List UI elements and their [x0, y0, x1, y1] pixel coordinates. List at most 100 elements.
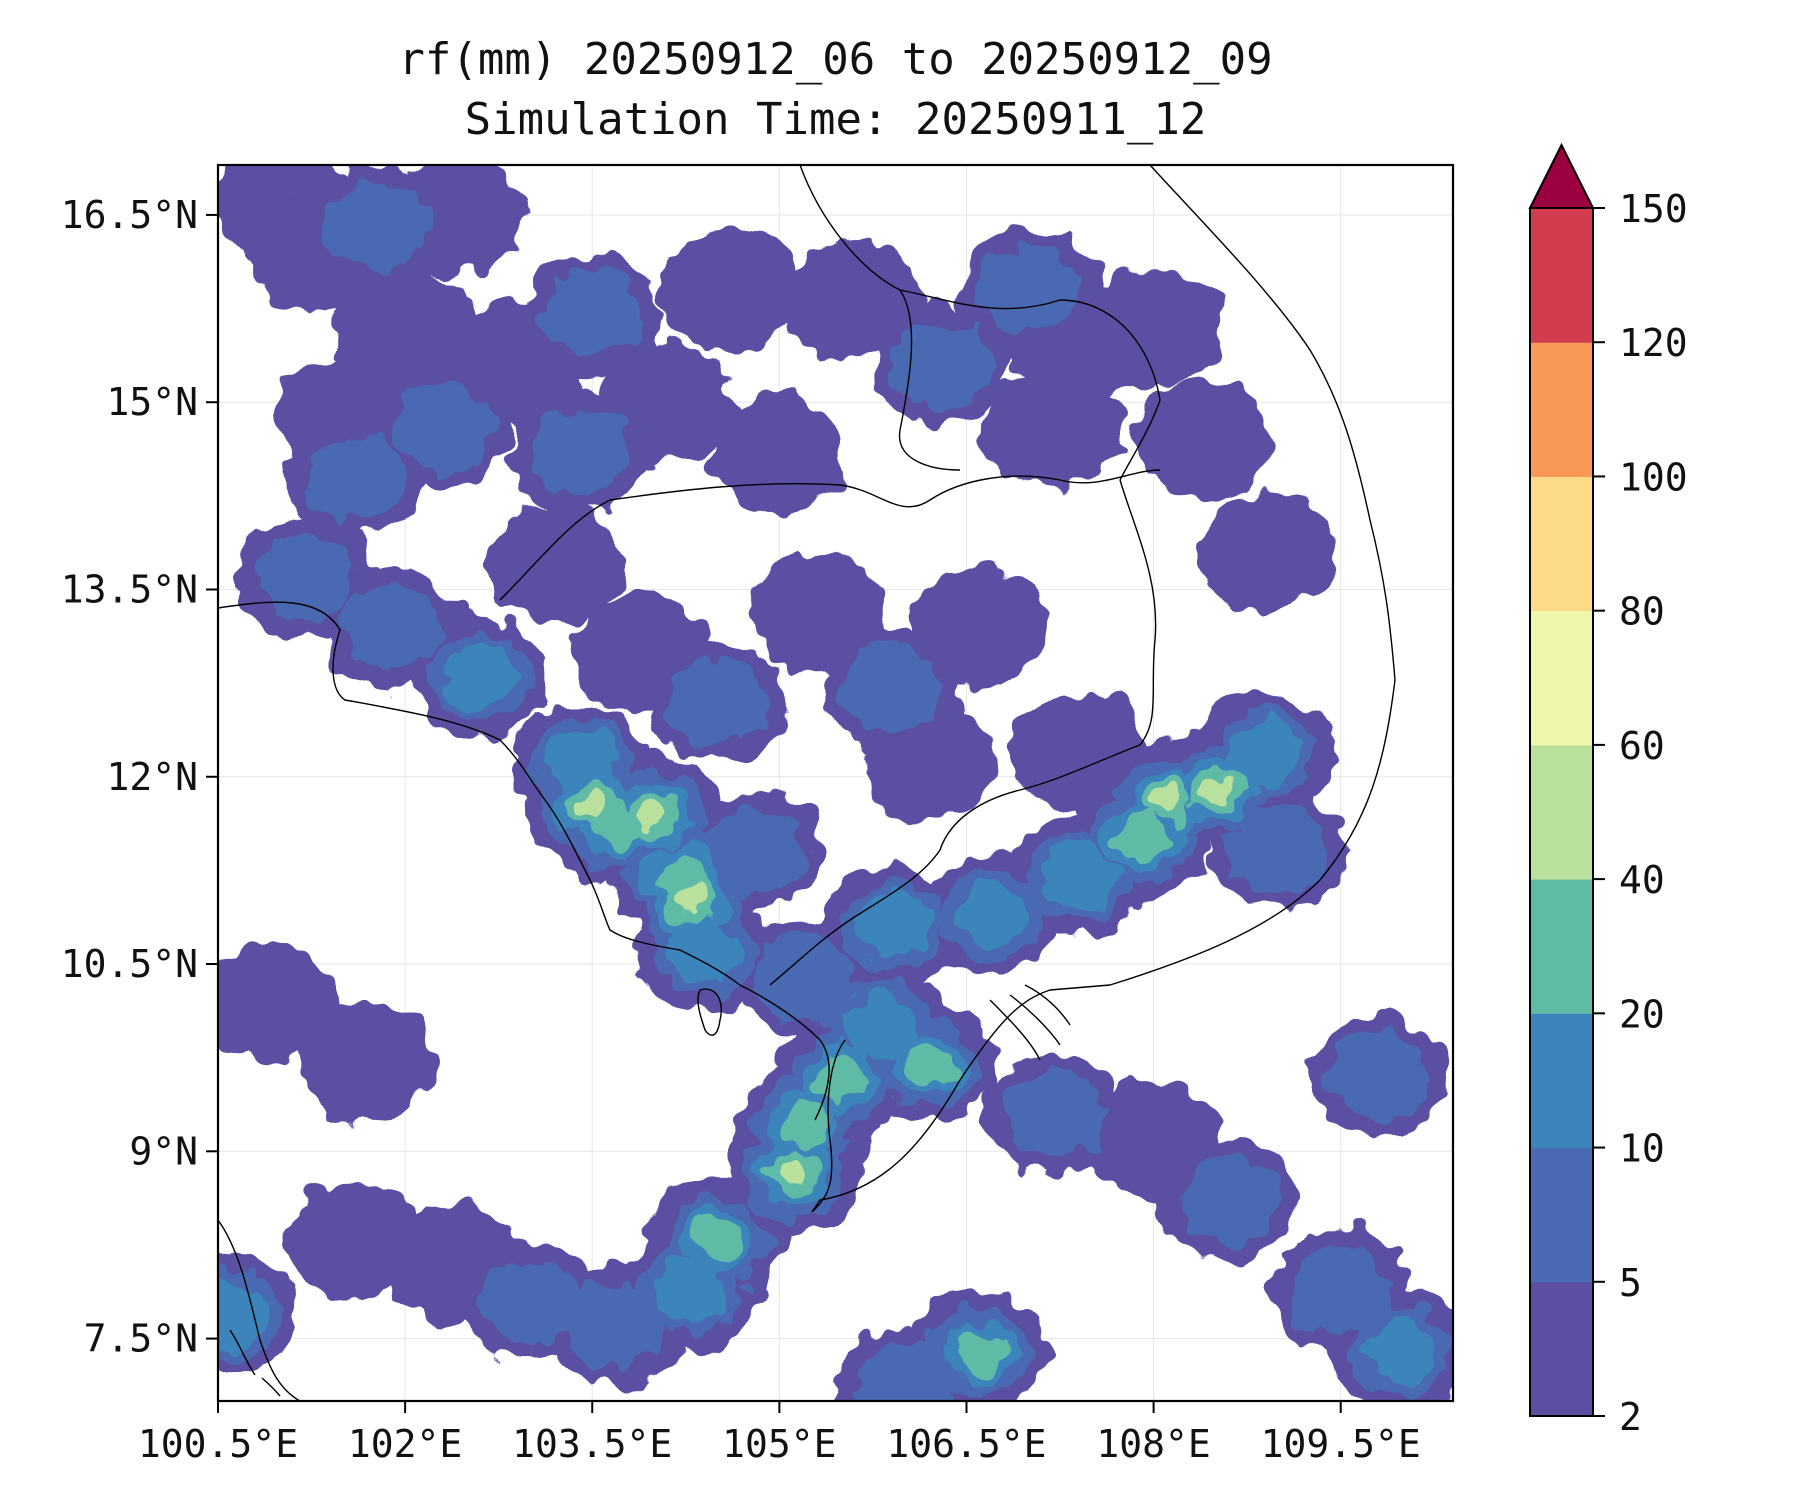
- y-tick-label: 16.5°N: [61, 193, 198, 237]
- rainfall-cell: [1003, 1069, 1105, 1158]
- rainfall-cell: [1134, 379, 1273, 500]
- border-cambodia-vietnam: [769, 479, 1157, 986]
- rainfall-cell: [710, 392, 849, 513]
- rainfall-cell: [391, 383, 494, 472]
- colorbar-tick-label: 100: [1619, 455, 1688, 499]
- rainfall-cell: [1227, 807, 1329, 896]
- rainfall-cell: [660, 229, 799, 350]
- rainfall-cell: [984, 367, 1123, 488]
- colorbar-band: [1530, 1147, 1593, 1283]
- map-axes: [216, 163, 1455, 1403]
- rainfall-cell: [566, 1282, 668, 1371]
- x-tick-label: 103.5°E: [512, 1422, 672, 1466]
- y-tick-label: 13.5°N: [61, 567, 198, 611]
- colorbar-tick-label: 20: [1619, 992, 1665, 1036]
- x-tick-label: 105°E: [722, 1422, 836, 1466]
- rainfall-cell: [1290, 1244, 1392, 1333]
- rainfall-cell: [860, 704, 999, 825]
- figure-title: rf(mm) 20250912_06 to 20250912_09 Simula…: [218, 30, 1453, 150]
- colorbar-band: [1530, 208, 1593, 343]
- mekong-delta-rivers: [989, 984, 1071, 1061]
- x-tick-label: 106.5°E: [886, 1422, 1046, 1466]
- rainfall-cell: [853, 1344, 955, 1401]
- rainfall-cell: [1201, 776, 1231, 803]
- rainfall-cell: [485, 504, 624, 625]
- rainfall-cell: [479, 1257, 581, 1346]
- colorbar-tick-label: 80: [1619, 590, 1665, 634]
- colorbar-tick-label: 40: [1619, 858, 1665, 902]
- y-axis: 16.5°N 15°N 13.5°N 12°N 10.5°N 9°N 7.5°N: [61, 193, 218, 1361]
- island-phu-quoc: [697, 988, 722, 1036]
- colorbar-ticks: 2 5 10 20 40 60 80 100 120 150: [1593, 187, 1688, 1439]
- rainfall-cell: [443, 644, 517, 709]
- peninsula-coast-south: [229, 1329, 281, 1397]
- colorbar-tick-label: 2: [1619, 1395, 1642, 1439]
- colorbar-band: [1530, 1013, 1593, 1149]
- y-tick-label: 7.5°N: [84, 1317, 198, 1361]
- y-tick-label: 12°N: [106, 755, 198, 799]
- rainfall-cell: [1366, 1319, 1440, 1384]
- colorbar-bands: [1530, 208, 1593, 1417]
- colorbar-band: [1530, 1281, 1593, 1417]
- colorbar-tick-label: 120: [1619, 321, 1688, 365]
- rainfall-cell: [1229, 719, 1303, 784]
- rainfall-cell: [342, 582, 444, 671]
- rainfall-cell: [667, 919, 742, 984]
- rainfall-cell: [1115, 817, 1167, 862]
- rainfall-cell: [577, 788, 608, 815]
- rainfall-cell: [254, 533, 356, 621]
- colorbar-band: [1530, 744, 1593, 880]
- x-tick-label: 100.5°E: [138, 1422, 298, 1466]
- border-laos-vietnam: [799, 165, 961, 471]
- rainfall-cell: [1196, 492, 1335, 613]
- rainfall-cell: [336, 267, 475, 388]
- rainfall-cell: [1041, 844, 1116, 909]
- colorbar-extend-triangle: [1528, 142, 1595, 209]
- rainfall-cell: [816, 1054, 868, 1099]
- rainfall-cell: [854, 894, 929, 959]
- y-tick-label: 10.5°N: [61, 942, 198, 986]
- colorbar-tick-label: 150: [1619, 187, 1688, 231]
- rainfall-cell: [753, 932, 855, 1021]
- coastline-gulf-of-thailand: [218, 601, 830, 1121]
- x-tick-label: 109.5°E: [1261, 1422, 1421, 1466]
- border-laos-thailand: [899, 289, 1161, 481]
- rainfall-cell: [954, 882, 1029, 947]
- coastlines-borders: [218, 165, 1396, 1401]
- colorbar-band: [1530, 610, 1593, 746]
- coastline-vietnam: [811, 165, 1396, 1213]
- rainfall-cell: [779, 1104, 830, 1149]
- border-thailand-cambodia: [499, 469, 1161, 601]
- rainfall-cell: [703, 807, 806, 896]
- map-frame: [216, 163, 1455, 1403]
- y-tick-label: 9°N: [129, 1129, 198, 1173]
- rainfall-cell: [541, 270, 643, 359]
- rainfall-cell: [329, 183, 431, 272]
- x-axis: 100.5°E 102°E 103.5°E 105°E 106.5°E 108°E 109.…: [138, 1401, 1421, 1466]
- rainfall-cell: [666, 657, 768, 746]
- rainfall-cell: [978, 245, 1080, 334]
- rainfall-cell: [691, 1216, 743, 1261]
- rainfall-cell: [598, 342, 737, 463]
- colorbar-band: [1530, 342, 1593, 477]
- colorbar-tick-label: 10: [1619, 1127, 1665, 1171]
- rainfall-cell: [1327, 1032, 1429, 1121]
- y-tick-label: 15°N: [106, 380, 198, 424]
- rainfall-cell: [529, 408, 631, 497]
- rainfall-cell: [903, 1041, 955, 1086]
- rainfall-cell: [776, 1163, 807, 1190]
- colorbar-tick-label: 60: [1619, 724, 1665, 768]
- peninsula-malay: [218, 1219, 301, 1401]
- rainfall-cell: [1151, 788, 1182, 815]
- rainfall-cell: [890, 320, 993, 409]
- rainfall-cell: [639, 801, 670, 828]
- colorbar-tick-label: 5: [1619, 1261, 1642, 1305]
- rainfall-cell: [218, 941, 337, 1062]
- colorbar-frame: [1529, 207, 1594, 1417]
- rainfall-cell: [655, 1256, 729, 1321]
- rainfall-cell: [286, 1178, 425, 1299]
- rainfall-cell: [953, 1329, 1005, 1374]
- title-line-2: Simulation Time: 20250911_12: [464, 94, 1207, 145]
- rainfall-cell: [1084, 267, 1223, 388]
